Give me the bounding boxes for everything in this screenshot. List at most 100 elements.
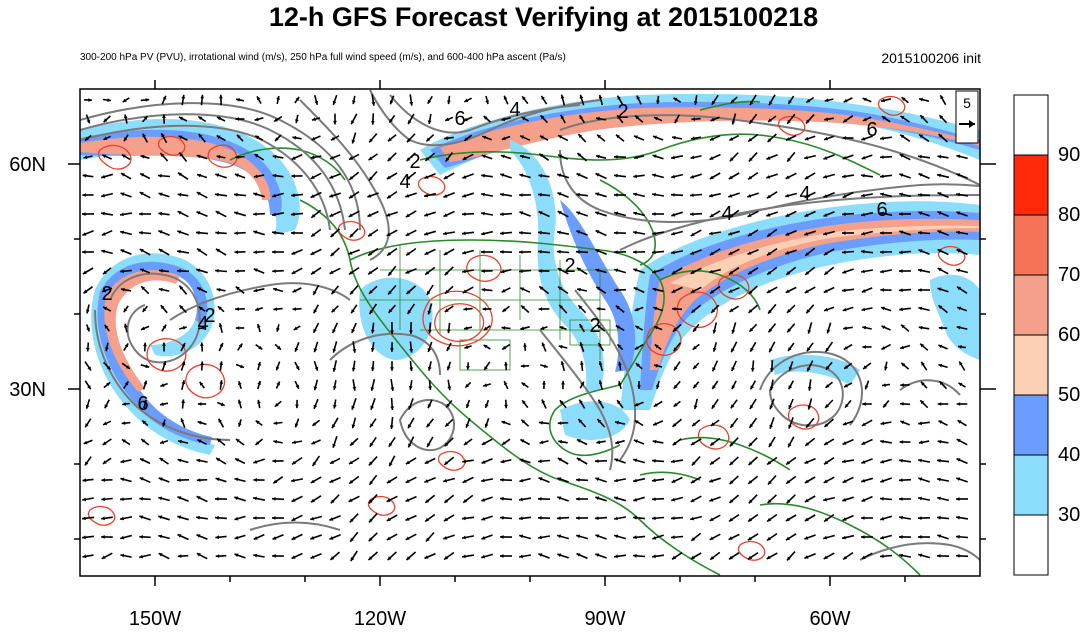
wind-vector-head — [427, 443, 431, 448]
wind-vector-head — [842, 307, 847, 312]
wind-vector-head — [103, 136, 108, 140]
wind-vector-head — [652, 269, 657, 274]
wind-vector-head — [351, 120, 355, 125]
wind-vector-head — [595, 459, 599, 463]
wind-vector-head — [652, 516, 656, 521]
wind-vector-head — [598, 343, 602, 347]
wind-vector-head — [427, 120, 432, 124]
wind-vector-head — [386, 213, 391, 217]
wind-vector-head — [386, 175, 391, 179]
wind-vector-head — [160, 153, 165, 157]
wind-vector-head — [617, 115, 621, 120]
wind-vector-head — [807, 405, 812, 410]
wind-vector-head — [310, 536, 315, 540]
wind-vector-head — [748, 175, 752, 180]
wind-vector-head — [937, 192, 942, 196]
wind-vector-head — [351, 405, 355, 410]
wind-vector-head — [861, 535, 865, 539]
wind-vector-head — [806, 309, 811, 314]
wind-vector-head — [672, 423, 677, 427]
wind-vector-head — [880, 535, 885, 540]
wind-vector-head — [786, 271, 791, 275]
contour-label: 2 — [564, 255, 575, 277]
wind-vector-head — [425, 499, 430, 503]
wind-vector-head — [596, 440, 601, 445]
wind-vector-head — [217, 116, 221, 121]
wind-vector-head — [767, 460, 772, 465]
wind-vector-head — [425, 157, 430, 161]
wind-vector-head — [862, 117, 867, 122]
wind-vector-head — [406, 251, 410, 256]
wind-vector-head — [614, 458, 619, 462]
wind-vector-head — [500, 154, 505, 159]
wind-vector-head — [614, 193, 618, 197]
wind-vector-head — [310, 479, 315, 483]
wind-vector-head — [481, 441, 486, 445]
wind-vector-head — [519, 230, 523, 235]
wind-vector-head — [747, 194, 752, 198]
wind-vector-head — [652, 478, 656, 483]
wind-vector-head — [503, 95, 508, 100]
wind-vector-head — [292, 460, 296, 465]
wind-vector-head — [579, 342, 584, 347]
wind-vector-head — [389, 462, 393, 467]
wind-vector-head — [785, 232, 790, 236]
wind-vector-head — [918, 268, 922, 273]
reference-vector-value: 5 — [963, 95, 971, 111]
wind-vector-head — [652, 154, 657, 159]
wind-vector-head — [824, 307, 828, 312]
wind-vector-head — [692, 422, 697, 427]
wind-vector-head — [141, 286, 145, 291]
wind-vector-head — [861, 422, 866, 426]
wind-vector-head — [598, 94, 603, 99]
wind-vector-head — [748, 270, 752, 275]
wind-vector-head — [253, 536, 258, 540]
wind-vector-head — [350, 557, 355, 561]
wind-vector-head — [197, 402, 202, 406]
wind-vector-head — [845, 403, 849, 408]
wind-vector-head — [919, 97, 923, 102]
wind-vector-head — [348, 498, 353, 502]
wind-vector-head — [956, 497, 960, 501]
wind-vector-head — [956, 154, 961, 159]
wind-vector-head — [86, 327, 90, 332]
wind-vector-head — [502, 308, 507, 312]
wind-vector-head — [767, 271, 772, 275]
wind-vector-head — [463, 499, 468, 503]
wind-vector-head — [82, 554, 87, 559]
wind-vector-head — [82, 212, 86, 216]
wind-vector-head — [234, 173, 239, 178]
wind-vector-head — [541, 342, 546, 347]
wind-vector-head — [880, 250, 884, 254]
wind-vector-head — [766, 175, 771, 179]
wind-vector-head — [804, 536, 809, 540]
wind-vector-head — [825, 384, 830, 388]
wind-vector-head — [880, 155, 884, 159]
wind-vector-head — [881, 306, 885, 311]
wind-vector-head — [349, 518, 354, 523]
wind-vector-head — [351, 139, 356, 144]
wind-vector-head — [938, 344, 943, 349]
wind-vector-head — [291, 212, 295, 217]
wind-vector-head — [311, 270, 315, 275]
wind-vector-head — [633, 250, 637, 254]
wind-vector-head — [633, 478, 637, 483]
wind-vector-head — [277, 345, 281, 350]
wind-vector-head — [633, 535, 637, 540]
wind-speed-shading — [80, 93, 980, 455]
wind-vector-head — [124, 343, 129, 348]
wind-vector-head — [652, 192, 656, 197]
wind-vector-head — [748, 555, 752, 560]
wind-vector-head — [390, 348, 394, 352]
wind-vector-head — [257, 381, 261, 385]
wind-vector-head — [578, 305, 583, 310]
wind-vector-head — [787, 328, 792, 333]
wind-vector-head — [671, 516, 675, 521]
wind-vector-head — [692, 345, 697, 350]
wind-vector-head — [253, 460, 258, 464]
wind-vector-head — [899, 230, 904, 235]
wind-vector-head — [481, 287, 486, 292]
wind-vector-head — [427, 310, 432, 315]
wind-vector-head — [349, 233, 354, 238]
wind-vector-head — [310, 516, 315, 521]
